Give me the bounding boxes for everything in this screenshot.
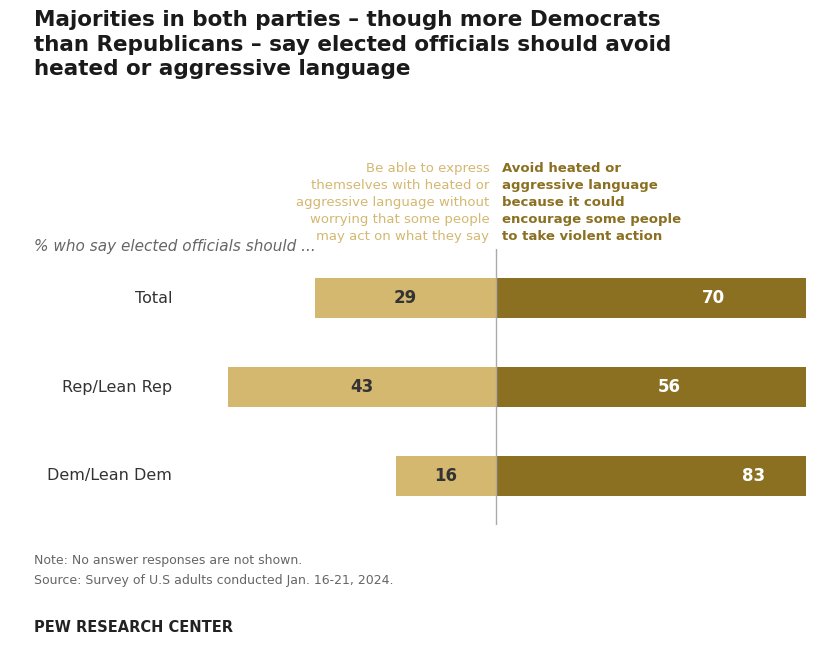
Text: % who say elected officials should ...: % who say elected officials should ... xyxy=(34,239,315,255)
Text: 16: 16 xyxy=(434,467,457,485)
Text: Majorities in both parties – though more Democrats
than Republicans – say electe: Majorities in both parties – though more… xyxy=(34,10,671,79)
Bar xyxy=(496,367,840,407)
Bar xyxy=(396,456,496,496)
Bar xyxy=(315,278,496,318)
Text: Total: Total xyxy=(135,291,172,306)
Text: Avoid heated or
aggressive language
because it could
encourage some people
to ta: Avoid heated or aggressive language beca… xyxy=(501,162,681,243)
Text: 70: 70 xyxy=(701,289,725,307)
Text: PEW RESEARCH CENTER: PEW RESEARCH CENTER xyxy=(34,620,233,635)
Text: Dem/Lean Dem: Dem/Lean Dem xyxy=(48,468,172,483)
Text: Rep/Lean Rep: Rep/Lean Rep xyxy=(62,380,172,394)
Bar xyxy=(496,456,840,496)
Text: 83: 83 xyxy=(742,467,765,485)
Text: 43: 43 xyxy=(350,378,374,396)
Text: 29: 29 xyxy=(394,289,417,307)
Text: Note: No answer responses are not shown.: Note: No answer responses are not shown. xyxy=(34,554,302,567)
Text: 56: 56 xyxy=(659,378,681,396)
Text: Source: Survey of U.S adults conducted Jan. 16-21, 2024.: Source: Survey of U.S adults conducted J… xyxy=(34,574,393,587)
Bar xyxy=(228,367,496,407)
Text: Be able to express
themselves with heated or
aggressive language without
worryin: Be able to express themselves with heate… xyxy=(297,162,490,243)
Bar xyxy=(496,278,840,318)
